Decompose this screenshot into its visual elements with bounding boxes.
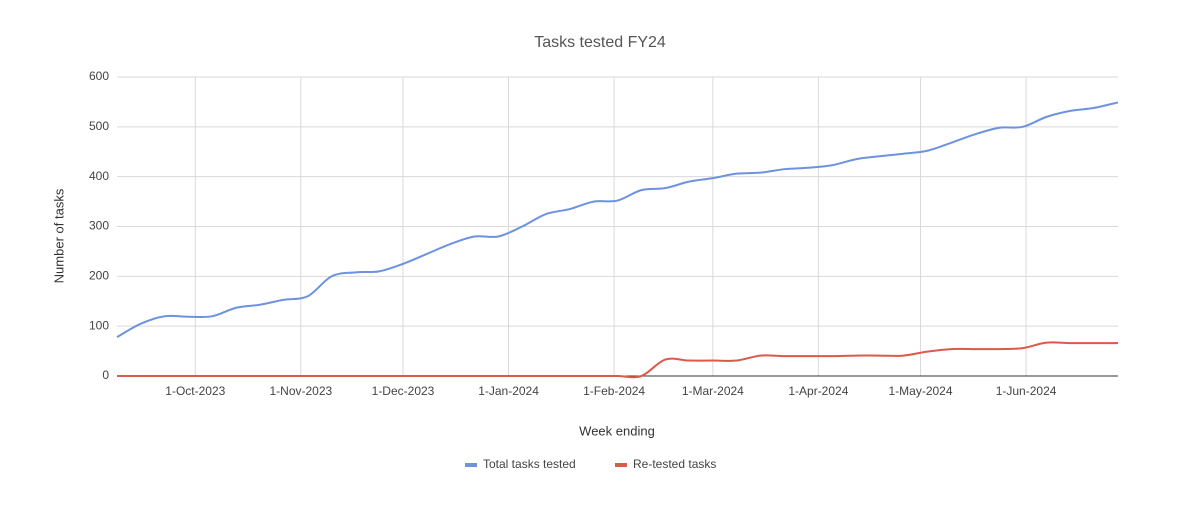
legend-swatch [465, 463, 477, 467]
y-tick-label: 0 [102, 368, 109, 382]
chart-title: Tasks tested FY24 [534, 34, 666, 51]
x-tick-label: 1-Oct-2023 [165, 384, 225, 398]
y-tick-label: 600 [89, 69, 109, 83]
x-tick-label: 1-Mar-2024 [682, 384, 744, 398]
x-tick-label: 1-Apr-2024 [788, 384, 848, 398]
y-tick-label: 300 [89, 219, 109, 233]
y-tick-label: 500 [89, 119, 109, 133]
x-tick-label: 1-Jan-2024 [478, 384, 539, 398]
x-tick-label: 1-Jun-2024 [996, 384, 1057, 398]
x-tick-label: 1-Nov-2023 [270, 384, 333, 398]
y-tick-label: 400 [89, 169, 109, 183]
legend-label: Re-tested tasks [633, 457, 716, 471]
x-tick-label: 1-Dec-2023 [372, 384, 435, 398]
legend-label: Total tasks tested [483, 457, 576, 471]
x-axis-title: Week ending [579, 423, 655, 438]
series-line [116, 101, 1119, 339]
legend-swatch [615, 463, 627, 467]
x-tick-label: 1-May-2024 [889, 384, 953, 398]
y-tick-label: 100 [89, 318, 109, 332]
series-line [117, 341, 1118, 379]
y-axis-title: Number of tasks [51, 188, 66, 283]
x-tick-label: 1-Feb-2024 [583, 384, 645, 398]
y-tick-label: 200 [89, 269, 109, 283]
